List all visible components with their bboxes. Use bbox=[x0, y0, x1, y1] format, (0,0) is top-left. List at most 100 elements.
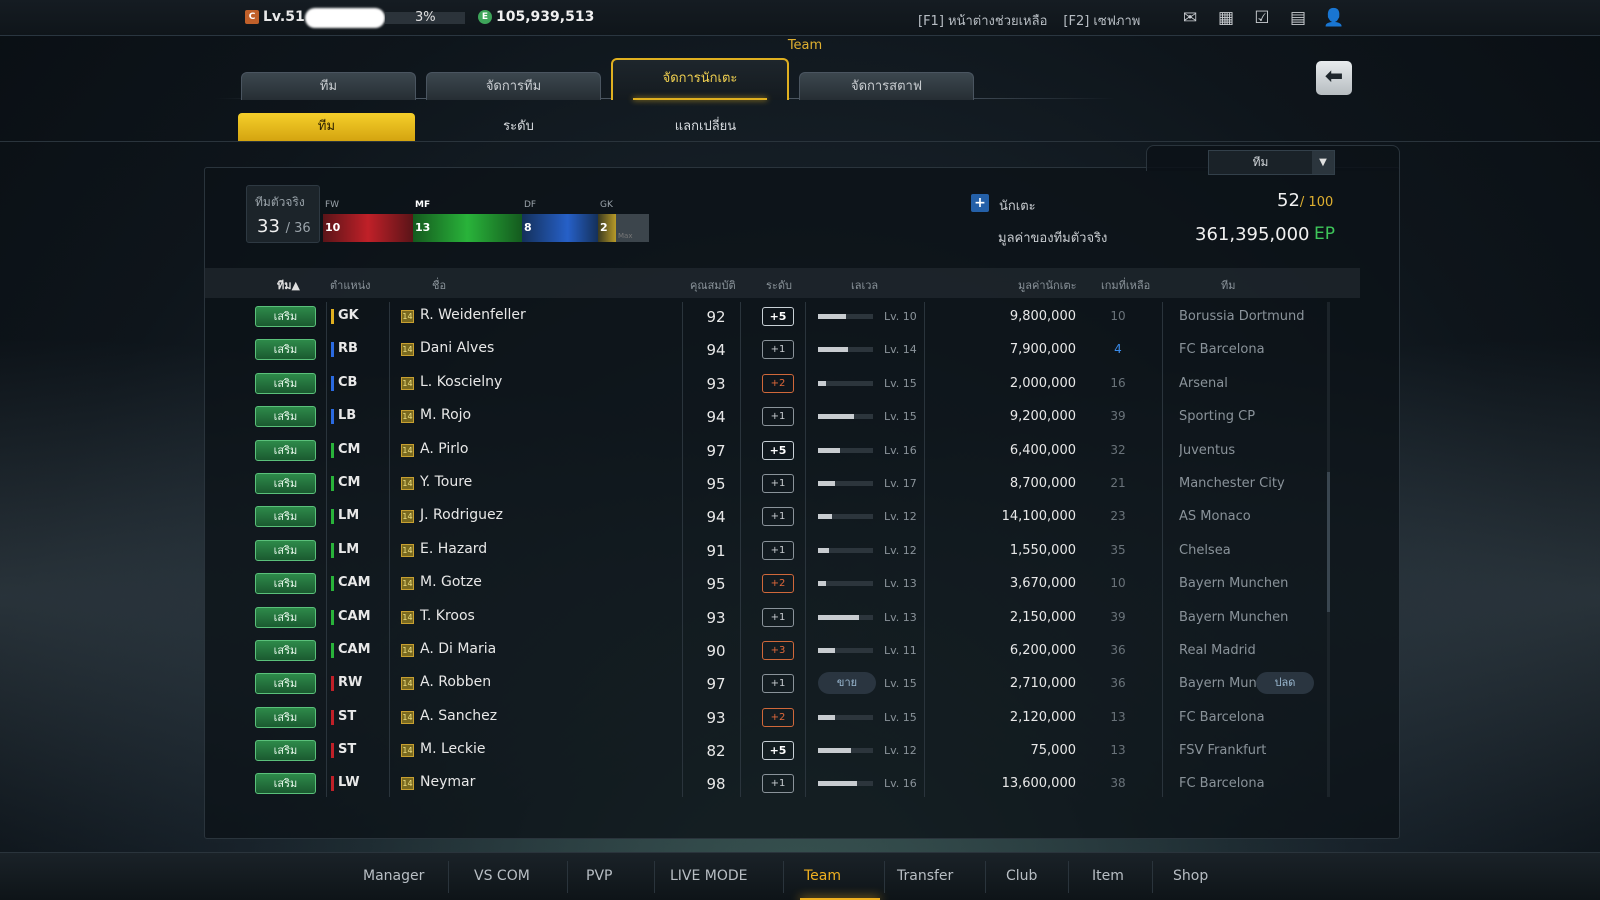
col-club[interactable]: ทีม bbox=[1221, 279, 1236, 292]
players-label: นักเตะ bbox=[999, 199, 1036, 214]
table-row[interactable]: เสริม LM 14 E. Hazard 91 +1 Lv. 12 1,550,000 35 C… bbox=[204, 536, 1360, 569]
player-name[interactable]: R. Weidenfeller bbox=[420, 307, 526, 323]
season-badge-icon: 14 bbox=[401, 777, 414, 791]
table-row[interactable]: เสริม GK 14 R. Weidenfeller 92 +5 Lv. 10 9,800,… bbox=[204, 302, 1360, 335]
tab-manage-team[interactable]: จัดการทีม bbox=[426, 72, 601, 100]
nav-item-club[interactable]: Club bbox=[1006, 868, 1038, 884]
sell-button[interactable]: ขาย bbox=[818, 672, 876, 695]
nav-item-pvp[interactable]: PVP bbox=[586, 868, 613, 884]
col-team[interactable]: ทีม▲ bbox=[277, 279, 300, 292]
col-value[interactable]: มูลค่านักเตะ bbox=[1018, 279, 1077, 292]
chat-icon[interactable]: ▤ bbox=[1289, 8, 1307, 28]
player-name[interactable]: A. Sanchez bbox=[420, 707, 498, 724]
tab-manage-players[interactable]: จัดการนักเตะ bbox=[611, 58, 789, 100]
player-name[interactable]: A. Di Maria bbox=[420, 640, 497, 657]
table-scrollbar[interactable] bbox=[1327, 302, 1330, 797]
games-remaining: 36 bbox=[1110, 676, 1126, 691]
level-text: Lv.51 bbox=[263, 9, 305, 25]
substitute-button[interactable]: เสริม bbox=[255, 573, 316, 595]
level-display: C Lv.51 bbox=[245, 9, 305, 25]
player-name[interactable]: Neymar bbox=[420, 774, 476, 791]
scrollbar-thumb[interactable] bbox=[1327, 472, 1330, 612]
player-name[interactable]: Dani Alves bbox=[420, 340, 495, 357]
col-name[interactable]: ชื่อ bbox=[432, 279, 447, 292]
col-level[interactable]: เลเวล bbox=[851, 279, 879, 292]
back-button[interactable]: ⬅ bbox=[1316, 61, 1352, 95]
help-shortcut[interactable]: [F1] หน้าต่างช่วยเหลือ bbox=[918, 14, 1048, 29]
substitute-button[interactable]: เสริม bbox=[255, 539, 316, 561]
table-row[interactable]: เสริม ST 14 A. Sanchez 93 +2 Lv. 15 2,120,000 13… bbox=[204, 703, 1360, 736]
profile-icon[interactable]: 👤 bbox=[1323, 8, 1345, 28]
substitute-button[interactable]: เสริม bbox=[255, 372, 316, 394]
player-name[interactable]: Y. Toure bbox=[420, 473, 473, 490]
table-row[interactable]: เสริม CAM 14 A. Di Maria 90 +3 Lv. 11 6,200,000… bbox=[204, 636, 1360, 669]
player-name[interactable]: E. Hazard bbox=[420, 540, 488, 557]
nav-item-shop[interactable]: Shop bbox=[1173, 868, 1209, 884]
player-ovr: 93 bbox=[706, 374, 726, 393]
table-row[interactable]: เสริม LM 14 J. Rodriguez 94 +1 Lv. 12 14,100,00… bbox=[204, 502, 1360, 535]
substitute-button[interactable]: เสริม bbox=[255, 606, 316, 628]
substitute-button[interactable]: เสริม bbox=[255, 506, 316, 528]
player-level: Lv. 15 bbox=[884, 376, 917, 390]
table-row[interactable]: เสริม RB 14 Dani Alves 94 +1 Lv. 14 7,900,000 4 F… bbox=[204, 335, 1360, 368]
team-filter-dropdown[interactable]: ทีม ▼ bbox=[1208, 150, 1335, 175]
players-count: 52 bbox=[1277, 190, 1300, 211]
nav-item-vs-com[interactable]: VS COM bbox=[474, 868, 530, 884]
nav-item-transfer[interactable]: Transfer bbox=[897, 868, 954, 884]
table-row[interactable]: เสริม CAM 14 T. Kroos 93 +1 Lv. 13 2,150,000 39 B… bbox=[204, 603, 1360, 636]
add-player-slots-button[interactable]: + bbox=[971, 194, 989, 212]
player-name[interactable]: A. Robben bbox=[420, 674, 492, 691]
player-name[interactable]: L. Koscielny bbox=[420, 373, 503, 390]
player-ovr: 90 bbox=[706, 641, 726, 660]
substitute-button[interactable]: เสริม bbox=[255, 406, 316, 428]
substitute-button[interactable]: เสริม bbox=[255, 706, 316, 728]
level-progress-bar bbox=[818, 581, 873, 587]
player-name[interactable]: A. Pirlo bbox=[420, 440, 469, 457]
player-ovr: 92 bbox=[706, 308, 726, 326]
player-name[interactable]: M. Leckie bbox=[420, 741, 486, 758]
table-row[interactable]: เสริม LW 14 Neymar 98 +1 Lv. 16 13,600,000 38 FC … bbox=[204, 769, 1360, 802]
col-ovr[interactable]: คุณสมบัติ bbox=[690, 279, 736, 292]
subtab-team[interactable]: ทีม bbox=[238, 113, 415, 141]
col-games[interactable]: เกมที่เหลือ bbox=[1101, 279, 1151, 292]
tab-manage-staff[interactable]: จัดการสตาฟ bbox=[799, 72, 974, 100]
level-progress-fill bbox=[818, 547, 829, 553]
table-row[interactable]: เสริม CAM 14 M. Gotze 95 +2 Lv. 13 3,670,000 10 B… bbox=[204, 569, 1360, 602]
col-position[interactable]: ตำแหน่ง bbox=[330, 279, 371, 292]
position-color-mark bbox=[331, 709, 334, 725]
substitute-button[interactable]: เสริม bbox=[255, 306, 316, 327]
tab-team[interactable]: ทีม bbox=[241, 72, 416, 100]
gk-count: 2 bbox=[598, 214, 616, 242]
mail-icon[interactable]: ✉ bbox=[1182, 8, 1198, 28]
nav-item-team[interactable]: Team bbox=[804, 868, 842, 884]
substitute-button[interactable]: เสริม bbox=[255, 740, 316, 762]
player-name[interactable]: J. Rodriguez bbox=[420, 507, 503, 524]
player-name[interactable]: T. Kroos bbox=[420, 607, 475, 624]
table-row[interactable]: เสริม CM 14 A. Pirlo 97 +5 Lv. 16 6,400,000 32 Ju… bbox=[204, 436, 1360, 469]
checkin-icon[interactable]: ☑ bbox=[1254, 8, 1270, 28]
substitute-button[interactable]: เสริม bbox=[255, 339, 316, 361]
substitute-button[interactable]: เสริม bbox=[255, 639, 316, 661]
release-button[interactable]: ปลด bbox=[1256, 672, 1314, 695]
fw-count: 10 bbox=[323, 214, 413, 242]
table-row[interactable]: เสริม LB 14 M. Rojo 94 +1 Lv. 15 9,200,000 39 Spo… bbox=[204, 402, 1360, 435]
substitute-button[interactable]: เสริม bbox=[255, 472, 316, 494]
table-row[interactable]: เสริม RW 14 A. Robben 97 +1 ขาย Lv. 15 2,710,000… bbox=[204, 669, 1360, 702]
player-name[interactable]: M. Gotze bbox=[420, 574, 482, 591]
table-row[interactable]: เสริม CB 14 L. Koscielny 93 +2 Lv. 15 2,000,000… bbox=[204, 369, 1360, 402]
table-row[interactable]: เสริม ST 14 M. Leckie 82 +5 Lv. 12 75,000 13 FSV … bbox=[204, 736, 1360, 769]
col-grade[interactable]: ระดับ bbox=[766, 279, 792, 292]
subtab-exchange[interactable]: แลกเปลี่ยน bbox=[674, 119, 737, 134]
player-name[interactable]: M. Rojo bbox=[420, 407, 472, 424]
nav-item-manager[interactable]: Manager bbox=[363, 868, 425, 884]
main-tabs: ทีม จัดการทีม จัดการนักเตะ จัดการสตาฟ bbox=[241, 58, 974, 100]
news-icon[interactable]: ▦ bbox=[1217, 8, 1235, 28]
nav-item-item[interactable]: Item bbox=[1092, 868, 1124, 884]
nav-item-live-mode[interactable]: LIVE MODE bbox=[670, 868, 748, 884]
substitute-button[interactable]: เสริม bbox=[255, 439, 316, 461]
screenshot-shortcut[interactable]: [F2] เซฟภาพ bbox=[1063, 14, 1141, 29]
substitute-button[interactable]: เสริม bbox=[255, 773, 316, 795]
table-row[interactable]: เสริม CM 14 Y. Toure 95 +1 Lv. 17 8,700,000 21 Ma… bbox=[204, 469, 1360, 502]
subtab-grade[interactable]: ระดับ bbox=[503, 119, 534, 134]
substitute-button[interactable]: เสริม bbox=[255, 673, 316, 695]
